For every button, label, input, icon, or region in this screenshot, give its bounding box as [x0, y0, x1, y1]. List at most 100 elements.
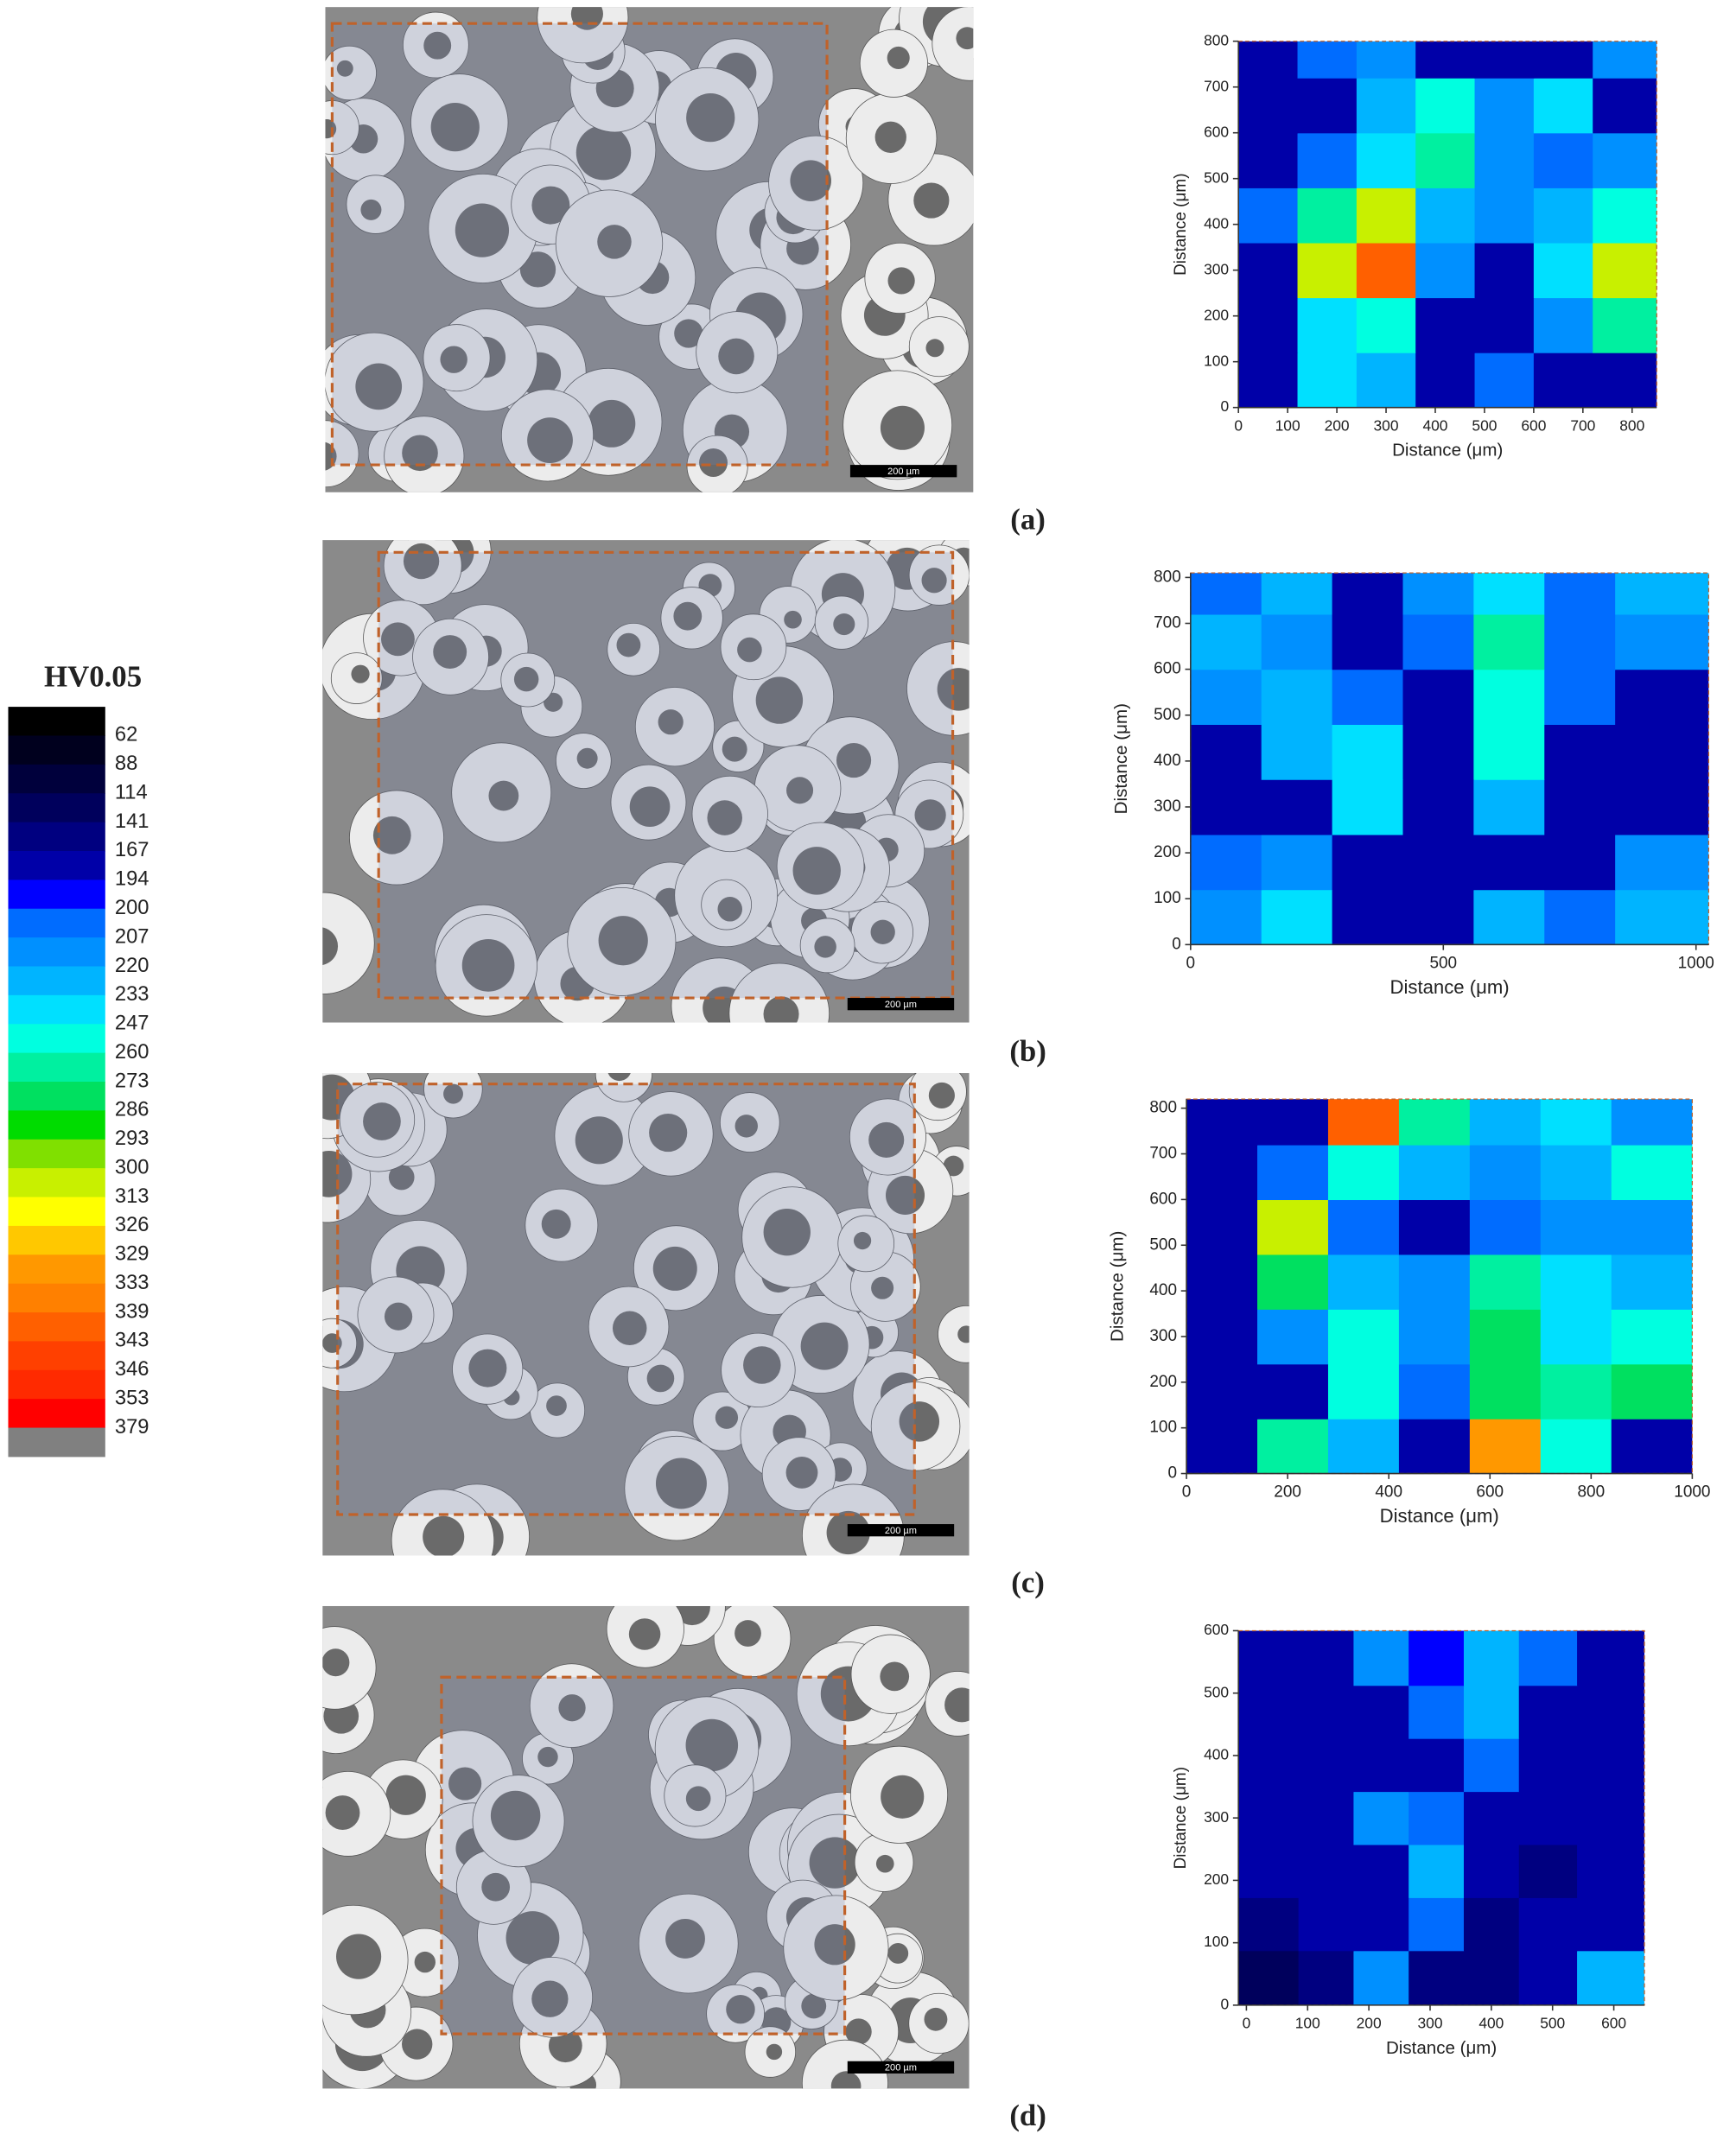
x-tick-label: 0	[1186, 955, 1196, 973]
grain-core	[481, 1872, 511, 1902]
grain-core	[800, 1322, 849, 1370]
contour-cell	[1518, 1950, 1578, 2005]
colorbar-label: 353	[115, 1387, 149, 1409]
y-tick-label: 300	[1149, 1327, 1177, 1345]
color-swatch	[8, 1110, 105, 1140]
grain-core	[734, 1115, 758, 1138]
contour-cell	[1540, 1254, 1612, 1310]
contour-cell	[1238, 1685, 1300, 1739]
contour-cell	[1577, 1897, 1645, 1952]
colorbar-label: 300	[115, 1156, 149, 1178]
grain-core	[944, 1687, 970, 1723]
grain-core	[322, 927, 339, 966]
contour-cell	[1474, 41, 1535, 79]
contour-cell	[1402, 779, 1475, 835]
contour-cell	[1402, 669, 1475, 726]
grain-core	[718, 338, 754, 375]
contour-cell	[1298, 1685, 1355, 1739]
analysis-overlay	[377, 550, 955, 1000]
contour-cell	[1238, 1738, 1300, 1793]
contour-cell	[1261, 724, 1333, 780]
contour-cell	[1190, 573, 1262, 615]
contour-cell	[1593, 132, 1657, 188]
scale-bar-label: 200 µm	[885, 1526, 917, 1536]
contour-cell	[1415, 132, 1476, 188]
panel-label: (c)	[1011, 1566, 1045, 1599]
grain-core	[628, 1618, 661, 1650]
contour-cell	[1327, 1309, 1400, 1365]
y-tick-label: 700	[1204, 77, 1229, 94]
contour-cell	[1577, 1685, 1645, 1739]
grain-core	[871, 1276, 894, 1299]
grain	[537, 7, 629, 64]
contour-cell	[1190, 889, 1262, 945]
contour-cell	[1577, 1950, 1645, 2005]
grain-core	[887, 1943, 909, 1964]
x-axis-label: Distance (μm)	[1390, 976, 1510, 998]
contour-cell	[1190, 724, 1262, 780]
contour-cell	[1409, 1738, 1465, 1793]
contour-cell	[1332, 613, 1404, 670]
contour-cell	[1463, 1630, 1520, 1686]
contour-cell	[1332, 573, 1404, 615]
grain-core	[836, 742, 872, 778]
contour-cell	[1298, 1950, 1355, 2005]
contour-cell	[1415, 187, 1476, 244]
color-swatch	[8, 1254, 105, 1285]
grain-core	[488, 780, 519, 811]
contour-cell	[1540, 1099, 1612, 1146]
contour-cell	[1533, 41, 1593, 79]
contour-cell	[1611, 1144, 1693, 1201]
grain-core	[737, 637, 762, 663]
contour-cell	[1257, 1144, 1329, 1201]
grain-core	[443, 1083, 463, 1104]
y-tick-label: 700	[1154, 614, 1181, 632]
contour-cell	[1593, 242, 1657, 299]
contour-cell	[1544, 834, 1616, 891]
scale-bar	[849, 465, 957, 478]
y-tick-label: 0	[1220, 397, 1229, 415]
y-tick-label: 200	[1204, 1870, 1229, 1888]
y-tick-label: 0	[1167, 1464, 1177, 1483]
contour-cell	[1190, 834, 1262, 891]
grain-core	[914, 799, 946, 831]
contour-cell	[1611, 1199, 1693, 1255]
micrograph: 200 µm	[322, 1605, 970, 2089]
contour-cell	[1463, 1844, 1520, 1898]
grain-core	[785, 1456, 818, 1489]
contour-cell	[1518, 1685, 1578, 1739]
x-tick-label: 500	[1540, 2015, 1565, 2032]
contour-cell	[1518, 1791, 1578, 1845]
grain-core	[388, 1164, 415, 1191]
contour-cell	[1327, 1363, 1400, 1419]
grain-core	[658, 709, 684, 735]
grain-core	[928, 1082, 955, 1108]
grain-core	[531, 186, 570, 225]
micrograph: 200 µm	[322, 1073, 970, 1556]
contour-cell	[1409, 1685, 1465, 1739]
y-tick-label: 400	[1204, 214, 1229, 232]
contour-cell	[1190, 669, 1262, 726]
contour-cell	[1577, 1738, 1645, 1793]
grain-core	[685, 1786, 711, 1812]
y-tick-label: 100	[1149, 1419, 1177, 1437]
grain-core	[913, 182, 950, 219]
y-tick-label: 700	[1149, 1145, 1177, 1163]
y-tick-label: 500	[1204, 168, 1229, 186]
x-tick-label: 300	[1374, 416, 1399, 434]
contour-cell	[1186, 1099, 1258, 1146]
grain-core	[588, 399, 636, 448]
x-tick-label: 600	[1476, 1483, 1504, 1502]
grain-core	[743, 1346, 781, 1384]
grain-core	[833, 613, 855, 636]
contour-cell	[1190, 613, 1262, 670]
contour-cell	[1238, 78, 1299, 134]
contour-cell	[1186, 1144, 1258, 1201]
contour-cell	[1332, 724, 1404, 780]
colorbar-label: 313	[115, 1185, 149, 1208]
contour-cell	[1298, 1791, 1355, 1845]
micrograph: 200 µm	[322, 540, 970, 1023]
contour-cell	[1257, 1199, 1329, 1255]
contour-cell	[1297, 187, 1358, 244]
